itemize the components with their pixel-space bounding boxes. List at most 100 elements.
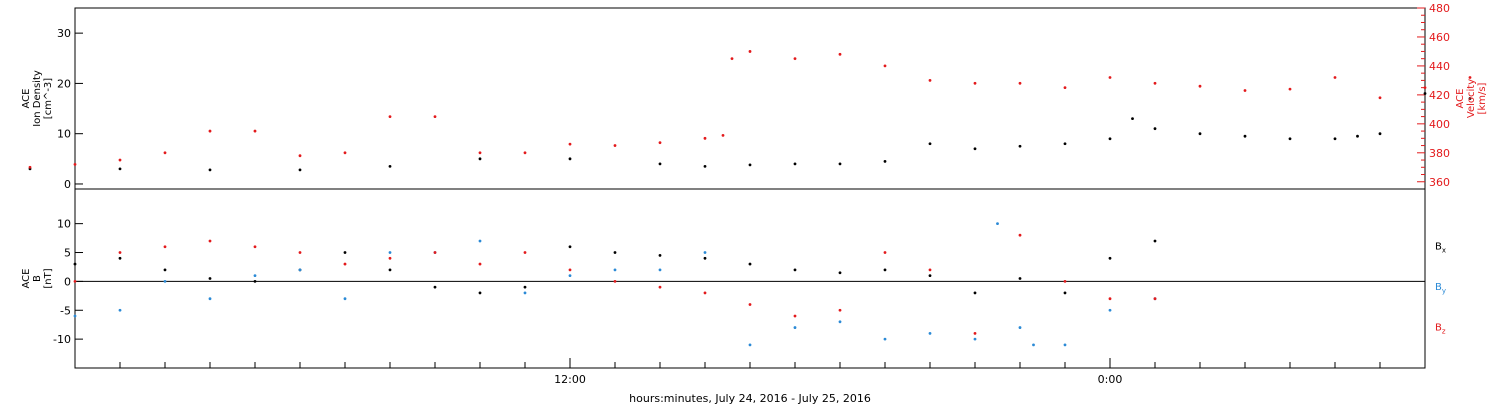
data-point [1356,134,1359,138]
data-point [253,279,257,283]
top-right-tick-label: 480 [1429,2,1450,15]
data-point [343,297,347,301]
data-point [1153,297,1157,301]
bottom-left-tick-label: 5 [64,247,71,260]
bottom-left-axis: -10 -5 0 5 10 [53,218,1425,346]
data-point [838,52,842,56]
data-point [118,251,122,254]
data-point [703,291,707,295]
top-right-tick-label: 380 [1429,147,1450,160]
bottom-ylabel-line: ACE [21,269,32,289]
data-point [1063,291,1067,295]
data-point [748,50,752,53]
data-point [253,129,257,133]
data-point [1423,86,1427,90]
data-point [478,239,482,243]
bottom-left-tick-label: 10 [57,218,71,231]
data-point [388,115,392,118]
legend-subscript: y [1442,287,1446,295]
x-tick-label: 0:00 [1098,373,1123,386]
data-point [523,151,527,155]
data-point [298,168,302,172]
data-point [343,262,347,266]
data-point [1378,132,1382,136]
data-point [1423,92,1427,95]
data-point [73,279,77,283]
data-point [838,308,842,312]
bottom-ylabel-line: [nT] [43,268,54,288]
data-point [298,154,302,158]
data-point [1063,86,1067,90]
data-point [883,337,887,341]
data-point [613,279,617,283]
data-point [208,168,212,172]
data-point [28,165,32,169]
top-right-tick-label: 420 [1429,89,1450,102]
data-point [1333,137,1337,141]
data-point [1018,81,1022,85]
data-point [658,285,662,289]
data-point [343,151,347,155]
data-point [73,314,77,318]
data-point [658,141,662,145]
data-point [748,303,752,306]
data-point [793,268,797,272]
data-point [163,245,167,249]
data-point [973,81,977,85]
legend-Bx: Bx [1435,242,1446,255]
data-point [523,251,527,254]
data-point [883,268,887,272]
data-point [388,251,392,254]
data-point [1108,76,1112,79]
data-point [568,142,572,146]
data-point [1018,144,1022,148]
axis-labels: ACE Ion Density [cm^-3] ACE Velocity [km/s]AC… [21,70,1488,405]
data-point [838,320,842,324]
data-point [1018,277,1022,280]
data-point [568,245,572,249]
top-right-axis: 360 380 400 420 440 460 480 [1417,2,1450,189]
data-point [658,268,662,272]
top-left-tick-label: 20 [57,77,71,90]
data-point [1198,84,1202,88]
data-point [703,164,707,168]
data-point [883,159,887,163]
legend: Bx By Bz [1435,242,1446,336]
legend-subscript: z [1442,327,1446,335]
bottom-left-tick-label: 0 [64,275,71,288]
data-point [1243,89,1247,92]
data-point [433,251,437,254]
top-left-axis: 0 10 20 30 [57,27,83,191]
bottom-left-tick-label: -5 [60,304,71,317]
data-point [793,57,797,61]
data-point [928,274,932,278]
data-point [298,251,302,254]
data-point [658,254,662,257]
data-point [838,271,842,275]
legend-By: By [1435,282,1446,295]
legend-Bz: Bz [1435,322,1446,335]
data-point [883,64,887,68]
data-point [1108,297,1112,301]
data-point [73,262,77,266]
top-left-ylabel-line: Ion Density [32,70,43,127]
bottom-ylabel-line: B [32,275,43,282]
data-point [478,262,482,266]
data-point [388,256,392,260]
data-point [1108,137,1112,141]
data-point [883,251,887,254]
top-right-ylabel-line: [km/s] [1477,82,1488,114]
data-point [1468,76,1472,79]
data-point [343,251,347,254]
data-point [996,222,999,226]
data-point [838,162,842,166]
data-point [118,167,122,171]
top-left-ylabel: ACE Ion Density [cm^-3] [21,70,54,127]
data-point [703,136,707,140]
data-point [118,158,122,162]
data-point [1063,343,1067,347]
top-right-tick-label: 360 [1429,176,1450,189]
data-point [973,331,977,335]
top-left-tick-label: 30 [57,27,71,40]
